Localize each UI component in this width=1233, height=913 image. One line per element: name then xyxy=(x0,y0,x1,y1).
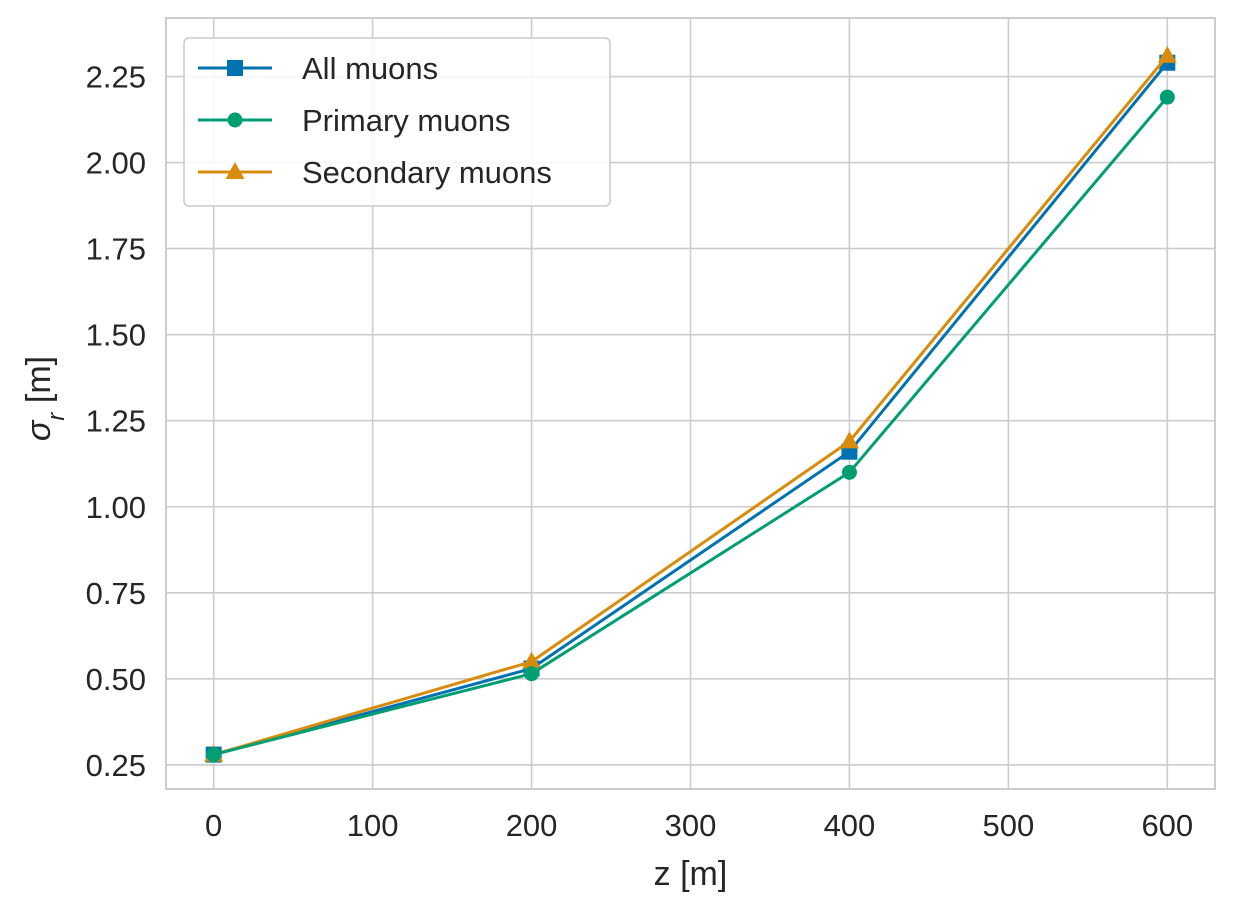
data-point-primary-muons xyxy=(841,464,857,480)
y-tick-label: 0.50 xyxy=(86,662,146,697)
series-line-secondary-muons xyxy=(213,54,1169,757)
data-point-primary-muons xyxy=(524,666,540,682)
y-tick-label: 0.75 xyxy=(86,576,146,611)
plot-frame xyxy=(165,17,1216,790)
legend-marker xyxy=(225,162,245,179)
y-axis-label: σr [m] xyxy=(20,356,70,441)
data-point-secondary-muons xyxy=(839,431,859,449)
legend-item-secondary-muons: Secondary muons xyxy=(198,155,552,190)
x-axis-label: z [m] xyxy=(654,855,728,893)
legend: All muons Primary muons Secondary muons xyxy=(183,37,611,207)
legend-box xyxy=(183,37,611,207)
legend-marker xyxy=(227,112,243,128)
y-tick-label: 2.00 xyxy=(86,146,146,181)
legend-marker xyxy=(227,60,243,76)
x-tick-label: 100 xyxy=(347,808,399,843)
legend-label: All muons xyxy=(302,51,438,86)
data-point-primary-muons xyxy=(206,747,222,763)
y-tick-label: 0.25 xyxy=(86,748,146,783)
x-tick-label: 500 xyxy=(983,808,1035,843)
x-tick-label: 600 xyxy=(1141,808,1193,843)
legend-item-all-muons: All muons xyxy=(198,51,438,86)
legend-label: Secondary muons xyxy=(302,155,552,190)
series-layer xyxy=(204,45,1177,763)
x-tick-label: 300 xyxy=(665,808,717,843)
data-point-primary-muons xyxy=(1159,89,1175,105)
y-tick-label: 1.25 xyxy=(86,404,146,439)
y-tick-label: 1.00 xyxy=(86,490,146,525)
y-tick-label: 2.25 xyxy=(86,60,146,95)
legend-label: Primary muons xyxy=(302,103,510,138)
svg-text:σr [m]: σr [m] xyxy=(20,356,70,441)
series-line-all-muons xyxy=(213,61,1169,757)
data-point-secondary-muons xyxy=(522,651,542,669)
x-tick-label: 400 xyxy=(824,808,876,843)
x-tick-label: 0 xyxy=(205,808,222,843)
y-tick-label: 1.75 xyxy=(86,232,146,267)
x-tick-label: 200 xyxy=(506,808,558,843)
series-primary-muons xyxy=(206,89,1175,763)
y-tick-label: 1.50 xyxy=(86,318,146,353)
tick-labels: 0 100 200 300 400 500 600 0.25 0.50 0.75 1.00 1.25 1… xyxy=(86,60,1194,843)
data-point-secondary-muons xyxy=(1157,45,1177,63)
series-line-primary-muons xyxy=(213,96,1169,757)
legend-item-primary-muons: Primary muons xyxy=(198,103,510,138)
